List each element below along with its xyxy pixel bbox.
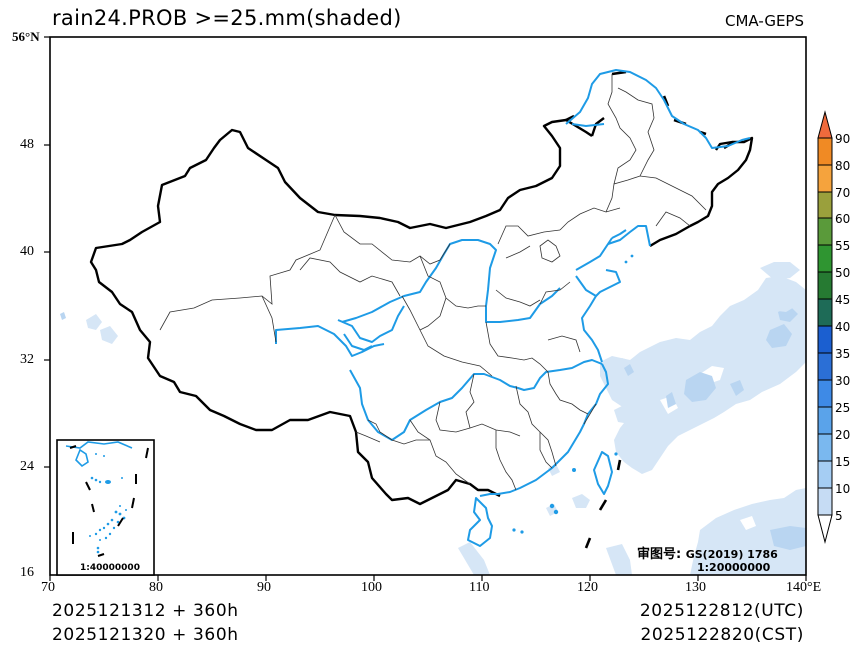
y-tick-32: 32: [20, 352, 34, 367]
colorbar-label-25: 25: [835, 401, 851, 415]
colorbar: [817, 110, 833, 544]
colorbar-label-15: 15: [835, 455, 851, 469]
y-tick-56: 56°N: [12, 29, 40, 44]
x-tick-110: 110: [469, 580, 490, 595]
x-tick-100: 100: [361, 580, 382, 595]
dash-line-segments: [584, 459, 622, 549]
colorbar-label-10: 10: [835, 482, 851, 496]
national-border: [89, 114, 754, 506]
chart-title: rain24.PROB >=25.mm(shaded): [52, 6, 402, 30]
rivers-and-coastline: [275, 69, 751, 547]
probability-shading: [60, 262, 806, 575]
valid-time-utc: 2025122812(UTC): [639, 601, 804, 621]
colorbar-label-55: 55: [835, 239, 851, 253]
map-approval-number: 审图号: GS(2019) 1786: [637, 543, 778, 562]
plot-frame: [49, 36, 807, 576]
y-tick-40: 40: [20, 244, 34, 259]
x-tick-140: 140°E: [786, 580, 822, 595]
y-tick-24: 24: [20, 459, 34, 474]
axis-ticks: [44, 36, 807, 581]
model-source-label: CMA-GEPS: [725, 12, 804, 30]
colorbar-label-40: 40: [835, 320, 851, 334]
island-dots: [512, 254, 634, 534]
colorbar-label-80: 80: [835, 159, 851, 173]
inset-map-scale: 1:40000000: [80, 563, 140, 573]
valid-time-cst: 2025122820(CST): [640, 625, 804, 645]
northeast-border-segments: [611, 70, 735, 150]
x-tick-120: 120: [577, 580, 598, 595]
colorbar-label-30: 30: [835, 374, 851, 388]
approval-code: GS(2019) 1786: [685, 548, 778, 561]
init-time-utc: 2025121312 + 360h: [52, 601, 239, 621]
approval-label: 审图号:: [637, 547, 682, 562]
south-china-sea-inset: [56, 439, 155, 576]
x-tick-80: 80: [149, 580, 163, 595]
init-time-cst: 2025121320 + 360h: [52, 625, 239, 645]
colorbar-label-45: 45: [835, 293, 851, 307]
colorbar-label-20: 20: [835, 428, 851, 442]
colorbar-label-5: 5: [835, 509, 843, 523]
x-tick-90: 90: [257, 580, 271, 595]
main-map-scale: 1:20000000: [697, 561, 771, 574]
x-tick-70: 70: [41, 580, 55, 595]
colorbar-label-60: 60: [835, 212, 851, 226]
colorbar-label-70: 70: [835, 186, 851, 200]
colorbar-label-90: 90: [835, 132, 851, 146]
province-borders: [159, 74, 707, 491]
y-tick-48: 48: [20, 137, 34, 152]
colorbar-label-50: 50: [835, 266, 851, 280]
x-tick-130: 130: [685, 580, 706, 595]
colorbar-label-35: 35: [835, 347, 851, 361]
y-tick-16: 16: [20, 565, 34, 580]
